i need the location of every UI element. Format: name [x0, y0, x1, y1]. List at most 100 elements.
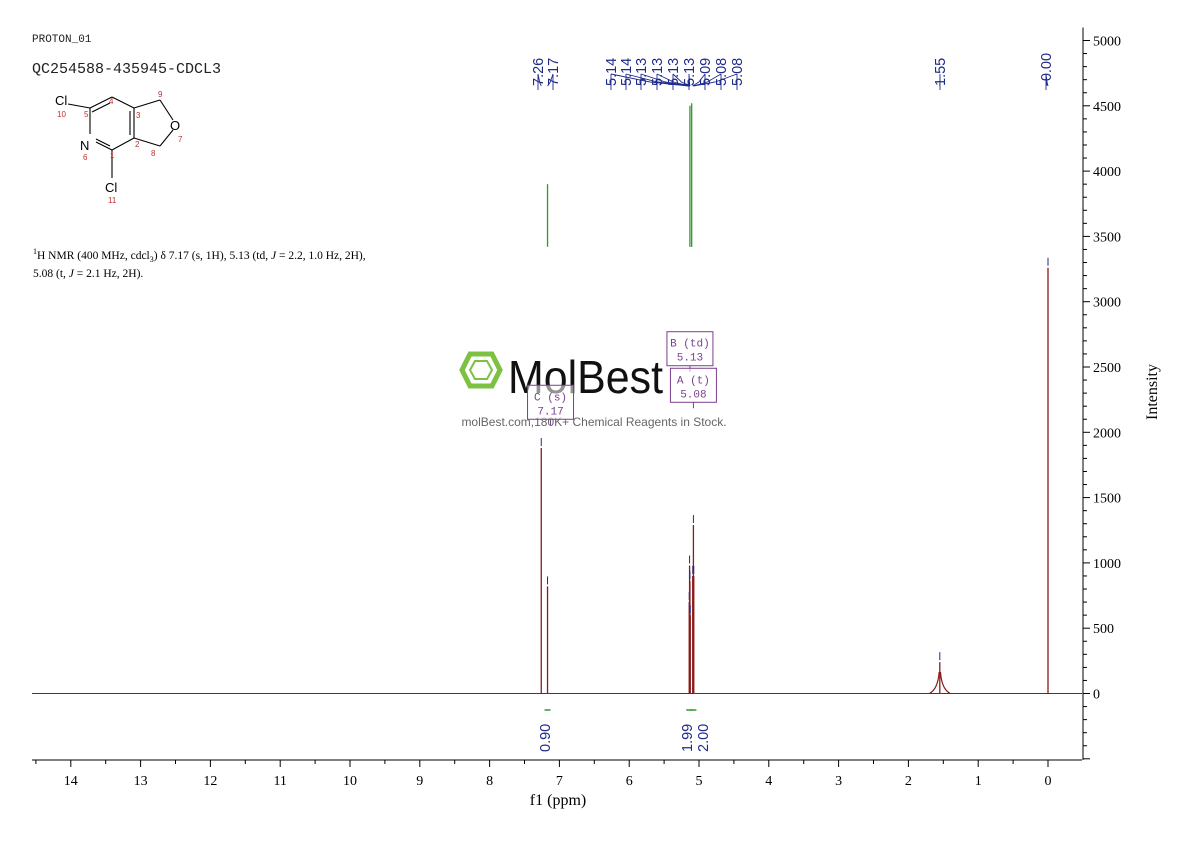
y-tick-label: 4500 — [1093, 100, 1121, 115]
multiplet-name: C (s) — [534, 392, 567, 404]
nmr-summary-sup: 1 — [33, 247, 37, 256]
atom-number-9: 9 — [158, 90, 163, 99]
spectrum-broad-peak — [929, 672, 951, 695]
peak-label: -0.00 — [1039, 53, 1055, 86]
peak-label: 5.13 — [650, 58, 666, 86]
atom-number-1: 1 — [110, 151, 115, 160]
chart-axes: 14 13 12 11 10 9 8 7 6 5 4 3 2 1 0f1 (ppm)050010001500… — [32, 27, 1161, 809]
x-tick-label: 2 — [905, 774, 912, 789]
peak-label-connector — [656, 73, 691, 90]
peak-label-connector — [547, 73, 554, 90]
x-tick-label: 12 — [203, 774, 217, 789]
x-tick-label: 1 — [975, 774, 982, 789]
multiplet-box — [669, 367, 717, 403]
peak-label-connector — [693, 73, 738, 90]
peak-label: 5.09 — [698, 58, 714, 86]
peak-labels: 7.26 7.17 5.14 5.14 5.13 5.13 5.13 5.13 5.09 5.08… — [531, 53, 1055, 90]
peak-label-connector — [693, 73, 722, 90]
multiplet-shift: 5.08 — [680, 389, 706, 401]
molecule-labels: Cl 10 N 6 O 7 Cl 11 1 2 3 4 5 8 9 — [55, 90, 183, 205]
y-axis-label: Intensity — [1144, 364, 1161, 420]
peak-label: 5.13 — [682, 58, 698, 86]
atom-number-6: 6 — [83, 153, 88, 162]
peak-label: 7.17 — [546, 58, 562, 86]
atom-number-11: 11 — [108, 196, 117, 205]
multiplet-shift: 7.17 — [537, 406, 563, 418]
nmr-summary-l1-b: ) δ 7.17 (s, 1H), 5.13 (td, — [154, 250, 271, 262]
spectrum-trace — [32, 257, 1082, 695]
molecule-structure — [67, 96, 174, 178]
y-tick-label: 1000 — [1093, 557, 1121, 572]
nmr-summary-sub: 3 — [150, 255, 154, 264]
bond-c8-c2 — [133, 137, 161, 147]
multiplet-box — [527, 384, 575, 420]
x-axis-label: f1 (ppm) — [530, 792, 586, 809]
y-tick-label: 2500 — [1093, 361, 1121, 376]
nmr-summary-l2-a: 5.08 (t, — [33, 268, 69, 280]
peak-label-connector — [537, 73, 542, 90]
bond-c5-c4 — [89, 96, 113, 109]
integral-value: 1.99 — [680, 724, 696, 752]
multiplet-boxes: B (td) 5.13 A (t) 5.08 C (s) 7.17 — [527, 331, 717, 426]
y-tick-label: 2000 — [1093, 426, 1121, 441]
x-tick-label: 4 — [765, 774, 772, 789]
bond-c1-n6 — [95, 141, 113, 151]
peak-label-connector — [688, 73, 691, 90]
peak-label: 5.13 — [634, 58, 650, 86]
peak-label: 5.08 — [714, 58, 730, 86]
peak-label: 5.14 — [604, 58, 620, 86]
y-tick-label: 5000 — [1093, 35, 1121, 50]
integral-labels: 0.90 1.99 2.00 — [538, 709, 712, 752]
multiplet-name: B (td) — [670, 339, 710, 351]
peak-label-connector — [1045, 73, 1049, 90]
y-tick-label: 500 — [1093, 622, 1114, 637]
integral-curves — [546, 103, 693, 247]
nmr-summary-l2-b: = 2.1 Hz, 2H). — [74, 268, 144, 280]
atom-number-5: 5 — [84, 110, 89, 119]
nmr-summary-line2: 5.08 (t, J = 2.1 Hz, 2H). — [33, 268, 143, 280]
peak-label: 7.26 — [531, 58, 547, 86]
watermark-logo-icon — [459, 351, 503, 389]
atom-number-2: 2 — [135, 140, 140, 149]
bond-c1-n6-double — [95, 138, 111, 147]
atom-number-7: 7 — [178, 135, 183, 144]
bond-c3-c9 — [133, 99, 161, 109]
atom-o7: O — [170, 118, 180, 133]
atom-number-8: 8 — [151, 149, 156, 158]
bond-c2-c1 — [111, 137, 135, 151]
bond-c5-c4-double — [91, 102, 111, 113]
x-tick-label: 6 — [626, 774, 633, 789]
nmr-summary-l1-c: = 2.2, 1.0 Hz, 2H), — [276, 250, 366, 262]
nmr-summary-j1: J — [271, 250, 277, 262]
x-tick-label: 7 — [556, 774, 563, 789]
integral-value: 0.90 — [538, 724, 554, 752]
bond-o7-c8 — [159, 129, 174, 147]
bond-c9-o7 — [159, 99, 174, 121]
y-tick-label: 0 — [1093, 688, 1100, 703]
peak-label-connector — [640, 73, 690, 90]
peak-label: 5.14 — [619, 58, 635, 86]
atom-number-4: 4 — [109, 97, 114, 106]
experiment-name: PROTON_01 — [32, 34, 92, 46]
peak-label: 5.13 — [666, 58, 682, 86]
y-tick-label: 3000 — [1093, 296, 1121, 311]
peak-label-connector — [625, 73, 690, 90]
multiplet-name: A (t) — [677, 375, 710, 387]
sample-id: QC254588-435945-CDCL3 — [32, 61, 221, 78]
peak-label-connector — [692, 73, 706, 90]
x-tick-label: 14 — [64, 774, 78, 789]
x-tick-label: 0 — [1045, 774, 1052, 789]
peak-label-connector — [672, 73, 691, 90]
atom-cl10: Cl — [55, 93, 67, 108]
multiplet-box — [666, 331, 714, 367]
x-tick-label: 11 — [273, 774, 286, 789]
nmr-summary-l1-a: H NMR (400 MHz, cdcl — [37, 250, 150, 262]
nmr-summary-line1: 1H NMR (400 MHz, cdcl3) δ 7.17 (s, 1H), … — [33, 247, 366, 264]
integral-value: 2.00 — [696, 724, 712, 752]
y-tick-label: 4000 — [1093, 165, 1121, 180]
y-tick-label: 1500 — [1093, 492, 1121, 507]
y-tick-label: 3500 — [1093, 230, 1121, 245]
x-tick-label: 3 — [835, 774, 842, 789]
x-tick-label: 8 — [486, 774, 493, 789]
